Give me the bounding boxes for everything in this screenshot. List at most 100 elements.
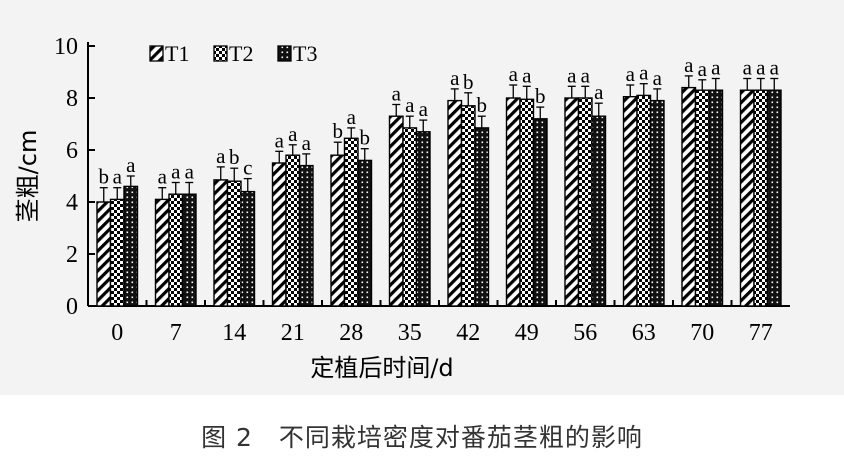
bar <box>357 159 373 307</box>
x-tick-label: 7 <box>170 320 182 346</box>
bar <box>240 190 256 307</box>
x-tick-label: 49 <box>515 320 539 346</box>
significance-letter: a <box>392 82 402 106</box>
y-tick-label: 0 <box>66 294 78 320</box>
significance-letter: b <box>463 70 474 94</box>
significance-letter: a <box>698 57 708 81</box>
significance-letter: a <box>567 63 577 87</box>
significance-letter: a <box>275 128 285 152</box>
x-tick-label: 21 <box>281 320 305 346</box>
significance-letter: a <box>450 66 460 90</box>
bar <box>109 198 125 307</box>
chart-legend: T1 T2 T3 <box>149 41 317 66</box>
legend-swatch <box>149 45 164 62</box>
bar <box>447 99 463 307</box>
y-tick-label: 8 <box>66 86 78 112</box>
bar <box>168 193 184 307</box>
x-tick-label: 28 <box>339 320 363 346</box>
bar <box>226 180 242 307</box>
significance-letter: a <box>653 66 663 90</box>
bar <box>388 115 404 307</box>
bar <box>96 201 112 307</box>
significance-letter: b <box>477 93 488 117</box>
significance-letter: a <box>347 105 357 129</box>
significance-letter: a <box>405 93 415 117</box>
bar <box>402 127 418 307</box>
bar <box>298 164 314 307</box>
x-tick-label: 63 <box>632 320 656 346</box>
figure-caption: 图 2 不同栽培密度对番茄茎粗的影响 <box>201 423 643 452</box>
legend-swatch <box>277 45 292 62</box>
legend-label: T1 <box>165 41 189 66</box>
significance-letter: a <box>216 144 226 168</box>
significance-letter: a <box>756 56 766 80</box>
bar <box>285 154 301 307</box>
bar <box>343 137 359 307</box>
significance-letter: a <box>113 165 123 189</box>
y-tick-label: 6 <box>66 138 78 164</box>
bar <box>649 99 665 307</box>
y-axis-label: 茎粗/cm <box>14 130 42 223</box>
bar <box>505 97 521 307</box>
bar <box>532 118 548 307</box>
significance-letter: a <box>626 62 636 86</box>
significance-letter: a <box>158 165 168 189</box>
significance-letter: a <box>639 61 649 85</box>
bar <box>154 198 170 307</box>
x-tick-label: 77 <box>749 320 773 346</box>
legend-label: T2 <box>229 41 253 66</box>
significance-letter: a <box>743 56 753 80</box>
significance-letter: a <box>171 160 181 184</box>
bar <box>766 89 782 307</box>
bar <box>123 185 139 307</box>
significance-letter: a <box>509 62 519 86</box>
x-tick-label: 35 <box>398 320 422 346</box>
significance-letter: a <box>581 63 591 87</box>
bar <box>474 127 490 307</box>
legend-label: T3 <box>293 41 317 66</box>
significance-letter: a <box>711 56 721 80</box>
bar <box>181 193 197 307</box>
bar <box>636 94 652 307</box>
bar <box>415 131 431 307</box>
significance-letter: c <box>243 156 252 180</box>
significance-letter: a <box>522 63 532 87</box>
significance-letter: a <box>185 160 195 184</box>
bar <box>708 89 724 307</box>
x-tick-label: 0 <box>111 320 123 346</box>
y-tick-label: 2 <box>66 242 78 268</box>
y-tick-label: 4 <box>66 190 78 216</box>
bar <box>739 89 755 307</box>
significance-letter: a <box>594 80 604 104</box>
significance-letter: a <box>770 56 780 80</box>
chart-bars <box>96 86 782 307</box>
bar <box>577 97 593 307</box>
significance-letter: a <box>302 131 312 155</box>
significance-letter: b <box>535 84 546 108</box>
bar <box>753 89 769 307</box>
legend-swatch <box>213 45 228 62</box>
significance-letter: a <box>126 153 136 177</box>
significance-letter: b <box>360 126 371 150</box>
x-axis-label: 定植后时间/d <box>310 354 453 382</box>
x-tick-label: 42 <box>456 320 480 346</box>
x-tick-label: 56 <box>573 320 597 346</box>
bar <box>591 115 607 307</box>
bar <box>271 162 287 307</box>
bar <box>564 97 580 307</box>
significance-letter: b <box>229 145 240 169</box>
x-tick-label: 70 <box>690 320 714 346</box>
bar <box>330 154 346 307</box>
bar <box>622 95 638 307</box>
significance-letter: b <box>99 165 110 189</box>
bar <box>694 89 710 307</box>
y-tick-label: 10 <box>54 34 78 60</box>
significance-letter: a <box>419 97 429 121</box>
bar <box>681 86 697 307</box>
significance-letter: a <box>684 53 694 77</box>
x-tick-label: 14 <box>222 320 246 346</box>
chart-axes: 0 2 4 6 8 10 0 7 14 21 28 35 42 49 56 63 70 77 <box>54 34 790 346</box>
